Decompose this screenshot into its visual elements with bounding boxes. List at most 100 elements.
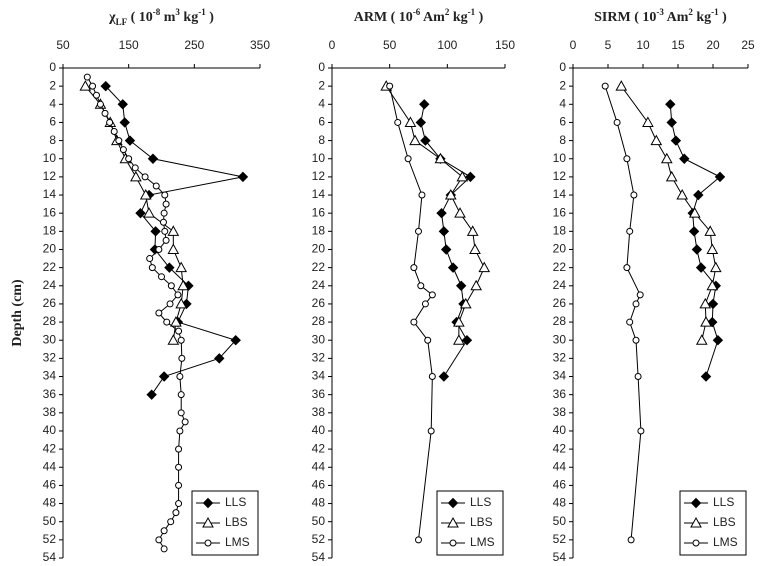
title-part: 2 bbox=[688, 7, 693, 17]
marker-triangle bbox=[202, 516, 214, 528]
marker-circle bbox=[167, 282, 175, 290]
marker-triangle bbox=[444, 189, 457, 200]
marker-triangle bbox=[650, 134, 663, 146]
y-tick-label: 2 bbox=[318, 78, 325, 92]
y-tick-label: 16 bbox=[312, 205, 326, 219]
marker-circle bbox=[175, 500, 183, 508]
marker-triangle bbox=[175, 297, 188, 309]
x-tick-label: 10 bbox=[636, 38, 650, 52]
marker-diamond bbox=[447, 497, 459, 509]
y-tick-label: 6 bbox=[318, 115, 325, 129]
y-tick-label: 16 bbox=[553, 205, 567, 219]
y-tick-label: 30 bbox=[553, 332, 567, 346]
marker-diamond bbox=[461, 335, 473, 346]
y-tick-label: 4 bbox=[318, 96, 325, 110]
marker-circle bbox=[162, 236, 170, 244]
marker-diamond bbox=[146, 389, 157, 400]
marker-triangle bbox=[79, 80, 92, 91]
y-tick-label: 24 bbox=[43, 278, 57, 292]
y-tick-label: 48 bbox=[43, 496, 57, 510]
marker-triangle bbox=[459, 297, 472, 309]
marker-circle bbox=[632, 336, 640, 344]
y-tick-label: 18 bbox=[553, 224, 567, 238]
marker-diamond bbox=[688, 226, 700, 237]
marker-circle bbox=[160, 527, 168, 535]
y-tick-label: 8 bbox=[559, 133, 566, 147]
y-tick-label: 50 bbox=[553, 514, 567, 528]
marker-circle bbox=[162, 200, 170, 208]
marker-diamond bbox=[119, 117, 130, 128]
marker-circle bbox=[410, 264, 418, 272]
marker-circle bbox=[177, 336, 185, 344]
series-line bbox=[385, 85, 485, 341]
y-tick-label: 12 bbox=[312, 169, 326, 183]
title-part: χ bbox=[108, 10, 116, 25]
title-part: LF bbox=[116, 17, 128, 27]
x-tick-label: 15 bbox=[671, 38, 685, 52]
y-tick-label: 52 bbox=[43, 532, 57, 546]
y-tick-label: 10 bbox=[312, 151, 326, 165]
marker-diamond bbox=[230, 335, 241, 346]
y-tick-label: 16 bbox=[43, 205, 57, 219]
y-tick-label: 14 bbox=[553, 187, 567, 201]
y-tick-label: 42 bbox=[43, 441, 57, 455]
marker-circle bbox=[92, 91, 100, 99]
marker-circle bbox=[204, 539, 212, 547]
marker-diamond bbox=[436, 207, 447, 219]
y-tick-label: 54 bbox=[43, 550, 57, 564]
marker-diamond bbox=[465, 171, 476, 183]
marker-circle bbox=[449, 539, 457, 547]
y-tick-label: 4 bbox=[559, 96, 566, 110]
marker-circle bbox=[176, 427, 184, 435]
legend-label: LMS bbox=[470, 535, 495, 549]
marker-triangle bbox=[704, 225, 717, 236]
y-tick-label: 44 bbox=[553, 459, 567, 473]
marker-triangle bbox=[447, 516, 459, 528]
y-tick-label: 20 bbox=[312, 242, 326, 256]
marker-diamond bbox=[714, 171, 726, 183]
marker-triangle bbox=[699, 297, 712, 309]
marker-diamond bbox=[158, 371, 170, 382]
title-part: kg bbox=[180, 10, 198, 25]
x-tick-label: 50 bbox=[383, 38, 397, 52]
marker-diamond bbox=[693, 189, 704, 201]
marker-circle bbox=[421, 300, 429, 308]
marker-triangle bbox=[690, 516, 702, 528]
y-tick-label: 10 bbox=[43, 151, 57, 165]
marker-triangle bbox=[130, 170, 142, 182]
marker-circle bbox=[632, 300, 640, 308]
marker-triangle bbox=[709, 261, 722, 273]
y-tick-label: 20 bbox=[43, 242, 57, 256]
y-tick-label: 28 bbox=[43, 314, 57, 328]
marker-circle bbox=[131, 164, 139, 172]
marker-circle bbox=[175, 481, 183, 489]
title-part: kg bbox=[693, 10, 711, 25]
chart-title: ARM ( 10-6 Am2 kg-1 ) bbox=[354, 7, 484, 25]
title-part: -8 bbox=[153, 7, 161, 17]
marker-circle bbox=[417, 282, 425, 290]
marker-triangle bbox=[706, 279, 719, 291]
marker-diamond bbox=[419, 99, 430, 110]
marker-circle bbox=[386, 82, 394, 90]
marker-circle bbox=[637, 427, 645, 435]
y-tick-label: 38 bbox=[43, 405, 57, 419]
marker-diamond bbox=[100, 80, 111, 92]
y-tick-label: 8 bbox=[49, 133, 56, 147]
marker-circle bbox=[148, 264, 156, 272]
marker-circle bbox=[424, 336, 432, 344]
series-line bbox=[105, 85, 244, 395]
marker-diamond bbox=[670, 135, 682, 146]
y-tick-label: 8 bbox=[318, 133, 325, 147]
x-tick-label: 250 bbox=[184, 38, 204, 52]
chart-title: χLF ( 10-8 m3 kg-1 ) bbox=[108, 7, 214, 27]
y-tick-label: 0 bbox=[559, 60, 566, 74]
marker-diamond bbox=[237, 171, 249, 183]
y-tick-label: 2 bbox=[559, 78, 566, 92]
marker-circle bbox=[155, 245, 163, 253]
marker-circle bbox=[152, 182, 160, 190]
marker-diamond bbox=[707, 298, 719, 310]
y-tick-label: 42 bbox=[312, 441, 326, 455]
y-tick-label: 34 bbox=[553, 369, 567, 383]
marker-circle bbox=[415, 227, 422, 235]
title-part: -1 bbox=[468, 7, 476, 17]
